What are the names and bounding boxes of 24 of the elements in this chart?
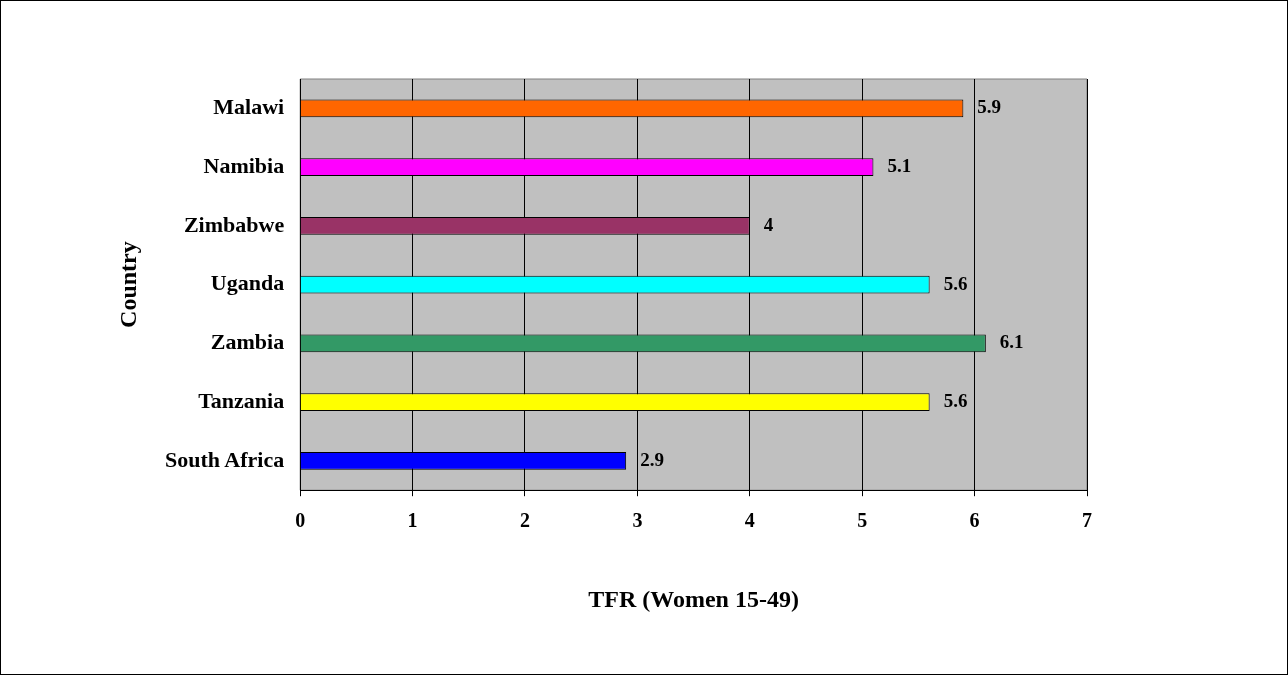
x-tick-label: 0 <box>295 509 306 532</box>
data-label: 5.6 <box>943 272 968 294</box>
data-label: 5.1 <box>887 155 912 177</box>
data-label: 2.9 <box>640 448 664 470</box>
y-axis-title: Country <box>114 241 141 328</box>
x-tick-label: 3 <box>632 509 643 532</box>
y-tick-label: South Africa <box>165 446 285 472</box>
x-tick-label: 2 <box>519 509 530 532</box>
y-tick-label: Zambia <box>210 329 285 355</box>
y-tick-label: Tanzania <box>198 387 285 413</box>
x-tick-label: 1 <box>407 509 418 532</box>
y-tick-label: Malawi <box>213 94 285 120</box>
x-axis-title: TFR (Women 15-49) <box>588 585 799 612</box>
y-tick-label: Namibia <box>203 152 285 178</box>
data-label: 5.9 <box>977 96 1002 118</box>
x-tick-label: 7 <box>1082 509 1092 532</box>
data-label: 5.6 <box>943 389 968 411</box>
x-tick-label: 4 <box>744 509 755 532</box>
y-tick-label: Zimbabwe <box>183 211 285 237</box>
x-tick-label: 6 <box>969 509 980 532</box>
data-label: 4 <box>763 213 774 235</box>
y-tick-label: Uganda <box>210 270 285 296</box>
data-label: 6.1 <box>999 331 1024 353</box>
x-tick-label: 5 <box>857 509 868 532</box>
